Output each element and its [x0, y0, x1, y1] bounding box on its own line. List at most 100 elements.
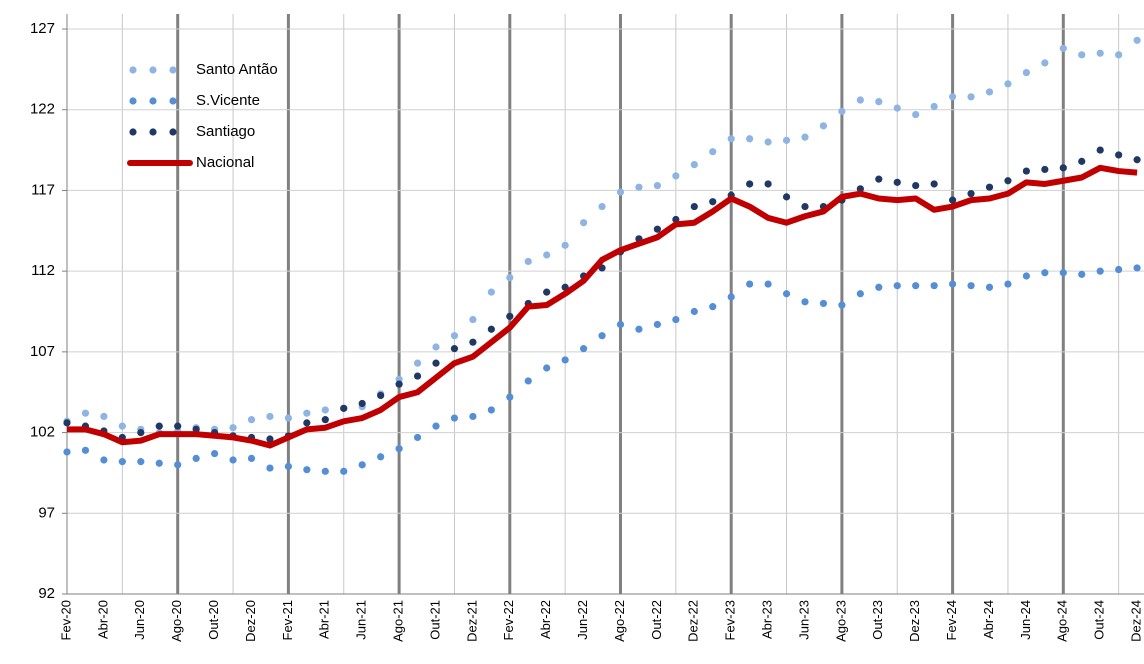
data-point: [1096, 49, 1104, 57]
data-point: [893, 282, 901, 290]
data-point: [893, 104, 901, 112]
data-point: [1078, 51, 1086, 59]
data-point: [303, 409, 311, 417]
data-point: [1041, 59, 1049, 67]
x-tick-label: Out-22: [649, 600, 664, 640]
data-point: [985, 183, 994, 191]
data-point: [856, 290, 864, 298]
legend-marker: [129, 97, 137, 105]
data-point: [930, 282, 938, 290]
legend-item: Santiago: [129, 123, 255, 140]
data-point: [1115, 51, 1123, 59]
data-point: [358, 461, 366, 469]
data-point: [856, 185, 864, 193]
data-point: [967, 93, 975, 101]
data-point: [487, 325, 495, 333]
data-point: [487, 288, 495, 296]
data-point: [211, 449, 219, 458]
y-tick-label: 102: [30, 424, 55, 441]
data-point: [340, 467, 348, 475]
data-point: [247, 416, 256, 424]
data-point: [506, 393, 514, 401]
x-tick-label: Fev-24: [944, 600, 959, 640]
data-point: [561, 241, 569, 249]
data-point: [432, 343, 440, 351]
data-point: [1004, 177, 1012, 185]
data-point: [543, 364, 551, 372]
data-point: [506, 312, 514, 320]
data-point: [524, 377, 532, 385]
data-point: [949, 196, 957, 204]
y-tick-label: 117: [31, 181, 55, 198]
data-point: [838, 107, 846, 115]
x-tick-label: Fev-20: [58, 600, 73, 640]
data-point: [1115, 151, 1123, 159]
data-point: [819, 122, 828, 130]
data-point: [893, 178, 901, 186]
legend-marker: [169, 128, 177, 136]
data-point: [875, 98, 883, 106]
data-point: [450, 414, 459, 422]
data-point: [413, 433, 422, 442]
data-point: [469, 338, 477, 346]
data-point: [949, 93, 957, 101]
data-point: [1059, 44, 1067, 52]
data-point: [1078, 270, 1086, 278]
data-point: [930, 102, 938, 111]
data-point: [137, 458, 145, 466]
y-tick-label: 97: [38, 504, 55, 521]
series-line: [67, 164, 1138, 449]
data-point: [303, 466, 311, 474]
data-point: [690, 161, 698, 169]
x-tick-label: Out-21: [427, 600, 442, 640]
data-point: [1133, 156, 1141, 164]
x-tick-label: Abr-24: [981, 600, 996, 639]
data-point: [137, 428, 145, 437]
x-tick-label: Out-24: [1092, 600, 1107, 640]
data-point: [81, 446, 90, 454]
legend-item: Santo Antão: [129, 61, 278, 78]
data-point: [432, 359, 440, 367]
data-point: [782, 193, 791, 201]
data-point: [487, 406, 495, 414]
data-point: [561, 356, 569, 364]
data-point: [801, 133, 809, 141]
data-point: [469, 315, 477, 324]
data-point: [155, 459, 163, 467]
x-tick-label: Dez-22: [686, 600, 701, 642]
data-point: [709, 303, 717, 311]
x-tick-label: Abr-22: [538, 600, 553, 639]
x-tick-label: Ago-24: [1055, 600, 1070, 642]
data-point: [653, 320, 662, 329]
data-point: [690, 202, 698, 211]
data-point: [450, 332, 459, 340]
data-point: [229, 424, 237, 432]
x-tick-label: Out-20: [206, 600, 221, 640]
x-tick-label: Jun-22: [575, 600, 590, 640]
y-tick-label: 122: [30, 101, 55, 118]
data-point: [266, 412, 274, 421]
data-point: [543, 251, 551, 259]
legend-item: S.Vicente: [129, 92, 260, 109]
x-tick-label: Fev-22: [501, 600, 516, 640]
data-point: [266, 464, 274, 472]
x-tick-label: Abr-21: [317, 600, 332, 639]
x-tick-label: Jun-21: [354, 600, 369, 640]
y-tick-label: 112: [31, 262, 55, 279]
data-point: [543, 288, 551, 296]
legend-marker: [149, 97, 157, 105]
data-point: [377, 453, 385, 461]
data-point: [967, 282, 975, 290]
data-point: [912, 181, 920, 190]
x-tick-label: Dez-24: [1129, 600, 1144, 642]
data-point: [63, 448, 71, 456]
data-point: [524, 257, 532, 266]
data-point: [690, 307, 698, 316]
y-tick-label: 127: [30, 20, 55, 37]
data-point: [949, 280, 957, 288]
data-point: [672, 172, 680, 180]
data-point: [764, 138, 772, 146]
data-point: [377, 391, 385, 400]
